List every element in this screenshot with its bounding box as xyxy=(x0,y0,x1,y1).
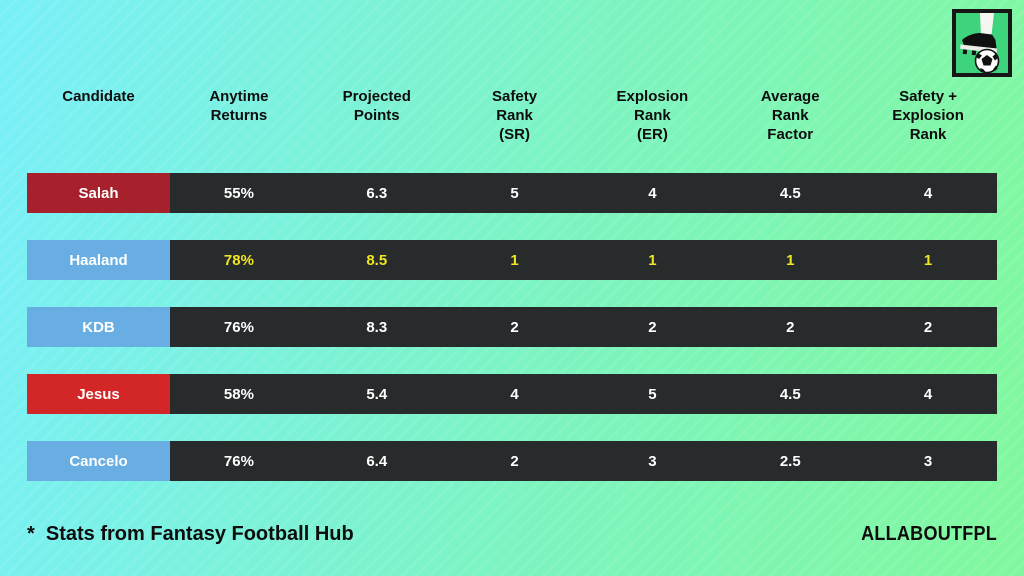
footer: * Stats from Fantasy Football Hub ALLABO… xyxy=(27,519,997,549)
table-row: KDB 76% 8.3 2 2 2 2 xyxy=(27,307,997,347)
column-header-projected-points: Projected Points xyxy=(342,88,411,124)
cell-safety-rank: 2 xyxy=(510,452,519,470)
cell-explosion-rank: 1 xyxy=(648,251,657,269)
row-values: 58% 5.4 4 5 4.5 4 xyxy=(170,374,997,414)
brand-wordmark: ALLABOUTFPL xyxy=(861,522,997,545)
boot-and-ball-icon xyxy=(952,9,1012,77)
candidate-label: Jesus xyxy=(27,374,170,414)
table-row: Haaland 78% 8.5 1 1 1 1 xyxy=(27,240,997,280)
cell-projected-points: 6.4 xyxy=(366,452,388,470)
candidate-label: Cancelo xyxy=(27,441,170,481)
candidate-label: Salah xyxy=(27,173,170,213)
cell-safety-rank: 5 xyxy=(510,184,519,202)
cell-projected-points: 5.4 xyxy=(366,385,388,403)
cell-safety-explosion-rank: 4 xyxy=(923,385,933,403)
cell-average-rank-factor: 2.5 xyxy=(779,452,801,470)
cell-average-rank-factor: 1 xyxy=(786,251,795,269)
cell-anytime-returns: 55% xyxy=(223,184,254,202)
table-row: Jesus 58% 5.4 4 5 4.5 4 xyxy=(27,374,997,414)
table-row: Cancelo 76% 6.4 2 3 2.5 3 xyxy=(27,441,997,481)
table-header-row: Candidate Anytime Returns Projected Poin… xyxy=(27,88,997,173)
cell-explosion-rank: 2 xyxy=(648,318,657,336)
candidate-label: KDB xyxy=(27,307,170,347)
column-header-explosion-rank: Explosion Rank (ER) xyxy=(616,88,689,143)
stats-table: Candidate Anytime Returns Projected Poin… xyxy=(27,88,997,508)
cell-projected-points: 8.5 xyxy=(366,251,388,269)
source-note: * Stats from Fantasy Football Hub xyxy=(27,522,354,545)
cell-average-rank-factor: 2 xyxy=(786,318,795,336)
cell-safety-rank: 1 xyxy=(510,251,519,269)
column-header-candidate: Candidate xyxy=(62,88,135,105)
cell-average-rank-factor: 4.5 xyxy=(779,184,801,202)
column-header-anytime-returns: Anytime Returns xyxy=(209,88,269,124)
cell-safety-explosion-rank: 3 xyxy=(923,452,933,470)
column-header-safety-explosion-rank: Safety + Explosion Rank xyxy=(892,88,964,143)
table-row: Salah 55% 6.3 5 4 4.5 4 xyxy=(27,173,997,213)
cell-explosion-rank: 4 xyxy=(648,184,657,202)
cell-anytime-returns: 76% xyxy=(223,452,254,470)
column-header-safety-rank: Safety Rank (SR) xyxy=(492,88,538,143)
cell-anytime-returns: 58% xyxy=(223,385,254,403)
cell-safety-explosion-rank: 2 xyxy=(923,318,933,336)
cell-anytime-returns: 78% xyxy=(223,251,254,269)
row-values: 76% 8.3 2 2 2 2 xyxy=(170,307,997,347)
candidate-label: Haaland xyxy=(27,240,170,280)
cell-explosion-rank: 3 xyxy=(648,452,657,470)
boot-and-ball-logo xyxy=(952,9,1012,77)
cell-anytime-returns: 76% xyxy=(223,318,254,336)
cell-average-rank-factor: 4.5 xyxy=(779,385,801,403)
row-values: 76% 6.4 2 3 2.5 3 xyxy=(170,441,997,481)
cell-safety-explosion-rank: 4 xyxy=(923,184,933,202)
cell-projected-points: 6.3 xyxy=(366,184,388,202)
column-header-average-rank-factor: Average Rank Factor xyxy=(760,88,820,143)
cell-safety-rank: 2 xyxy=(510,318,519,336)
cell-safety-explosion-rank: 1 xyxy=(923,251,933,269)
cell-safety-rank: 4 xyxy=(510,385,519,403)
row-values: 55% 6.3 5 4 4.5 4 xyxy=(170,173,997,213)
cell-projected-points: 8.3 xyxy=(366,318,388,336)
row-values: 78% 8.5 1 1 1 1 xyxy=(170,240,997,280)
cell-explosion-rank: 5 xyxy=(648,385,657,403)
